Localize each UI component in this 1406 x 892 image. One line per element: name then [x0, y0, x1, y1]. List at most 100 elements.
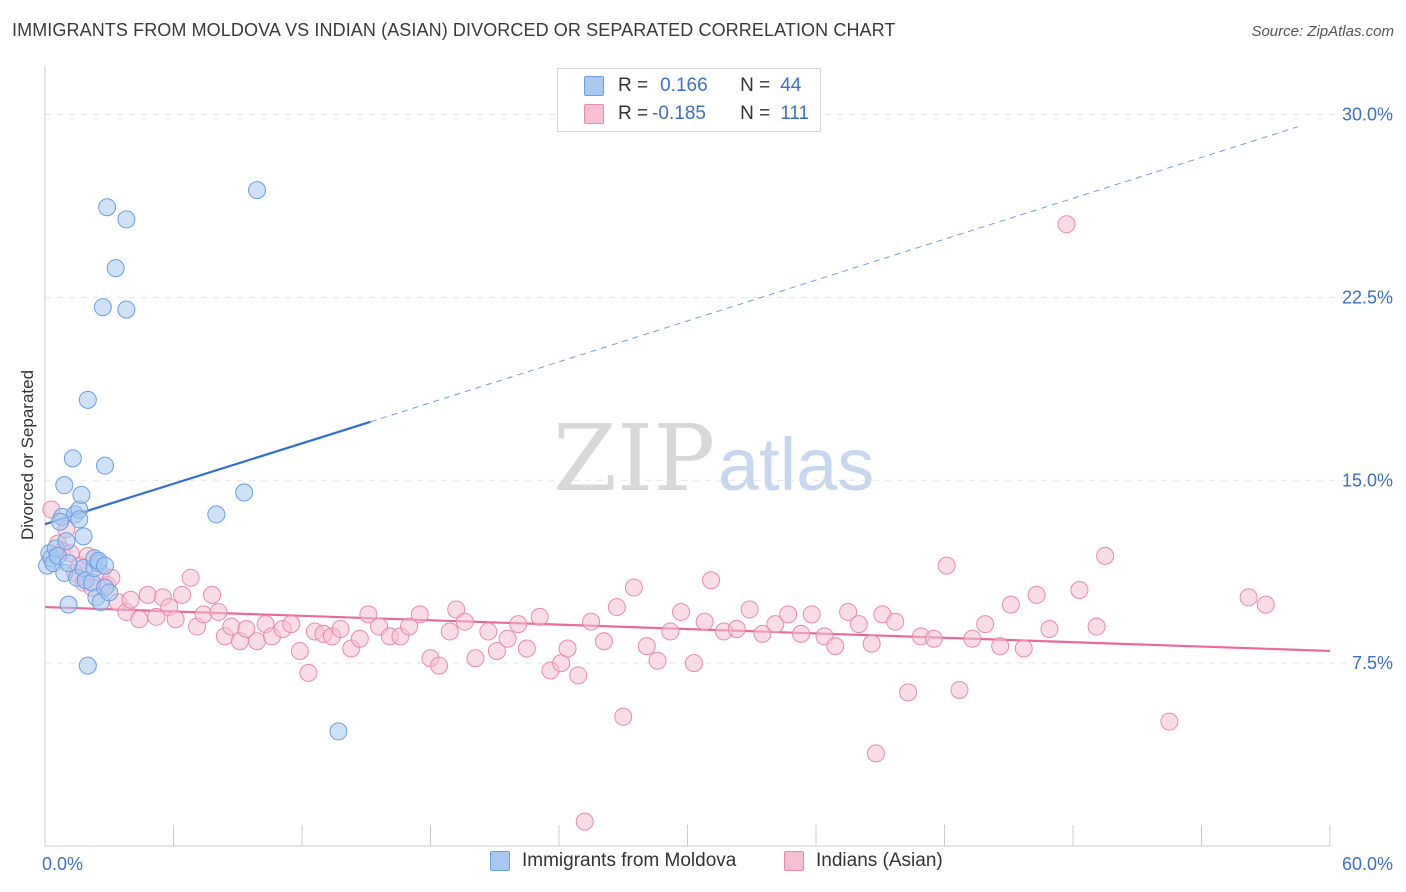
data-point-indian [558, 639, 577, 658]
legend-n-value: 44 [780, 75, 802, 96]
data-point-moldova [57, 532, 76, 551]
data-point-indian [509, 615, 528, 634]
y-tick-label: 15.0% [1342, 470, 1393, 490]
data-point-moldova [59, 595, 78, 614]
legend: R = 0.166 N = 44 R = -0.185 N = 111 [557, 68, 821, 132]
data-point-indian [826, 637, 845, 656]
data-point-moldova [50, 512, 69, 531]
data-point-indian [466, 649, 485, 668]
trend-line-moldova [44, 420, 371, 526]
legend-r-label: R = [618, 75, 649, 96]
watermark: ZIP atlas [553, 405, 874, 512]
data-point-indian [1001, 595, 1020, 614]
legend-row-moldova: R = 0.166 N = 44 [558, 72, 801, 100]
legend-r-value: 0.166 [660, 75, 708, 96]
data-point-indian [222, 617, 241, 636]
data-point-indian [575, 812, 594, 831]
data-point-moldova [329, 722, 348, 741]
data-point-indian [792, 624, 811, 643]
data-point-indian [359, 605, 378, 624]
series-indian-points [42, 215, 1275, 831]
data-point-indian [779, 605, 798, 624]
legend-row-indian: R = -0.185 N = 111 [558, 100, 809, 128]
data-point-moldova [117, 210, 136, 229]
legend-n-label: N = [740, 75, 771, 96]
data-point-indian [121, 590, 140, 609]
data-point-moldova [106, 259, 125, 278]
data-point-indian [1027, 585, 1046, 604]
data-point-indian [290, 641, 309, 660]
legend-r-label: R = [618, 103, 649, 124]
data-point-indian [753, 624, 772, 643]
data-point-indian [702, 571, 721, 590]
data-point-moldova [117, 300, 136, 319]
bottom-legend-swatch-moldova [490, 851, 510, 871]
data-point-indian [1239, 588, 1258, 607]
data-point-indian [282, 615, 301, 634]
legend-swatch-indian [584, 104, 604, 124]
data-point-moldova [59, 554, 78, 573]
data-point-indian [138, 585, 157, 604]
data-point-indian [594, 632, 613, 651]
trend-line-indian [44, 605, 1331, 653]
data-point-indian [624, 578, 643, 597]
tick-labels: 7.5% 15.0% 22.5% 30.0% 0.0% 60.0% [42, 105, 1393, 874]
data-point-indian [1070, 581, 1089, 599]
watermark-atlas: atlas [718, 423, 874, 506]
x-tick-label: 0.0% [42, 854, 83, 874]
data-point-indian [299, 663, 318, 682]
source-label: Source: ZipAtlas.com [1251, 23, 1394, 40]
y-tick-label: 7.5% [1352, 653, 1393, 673]
data-point-indian [1014, 639, 1033, 658]
data-point-indian [684, 654, 703, 673]
data-point-indian [963, 629, 982, 648]
data-point-indian [331, 620, 350, 639]
data-point-indian [530, 607, 549, 626]
data-point-moldova [248, 181, 267, 200]
data-point-indian [350, 629, 369, 648]
data-point-indian [950, 680, 969, 699]
data-point-indian [727, 620, 746, 639]
data-point-indian [661, 622, 680, 641]
data-point-indian [569, 666, 588, 685]
legend-r-value: -0.185 [652, 103, 706, 124]
data-point-moldova [98, 198, 117, 217]
data-point-indian [802, 605, 821, 624]
bottom-legend-label-moldova: Immigrants from Moldova [522, 850, 737, 871]
data-point-indian [866, 744, 885, 763]
data-point-indian [637, 637, 656, 656]
data-point-indian [455, 612, 474, 631]
data-point-indian [517, 639, 536, 658]
data-point-indian [1040, 620, 1059, 639]
bottom-legend-label-indian: Indians (Asian) [816, 850, 943, 871]
data-point-indian [487, 641, 506, 660]
data-point-indian [498, 629, 517, 648]
y-tick-label: 30.0% [1342, 105, 1393, 125]
data-point-indian [130, 610, 149, 629]
data-point-indian [991, 637, 1010, 656]
data-point-indian [400, 617, 419, 636]
data-point-moldova [63, 449, 82, 468]
data-point-indian [1057, 215, 1076, 234]
data-point-indian [209, 602, 228, 621]
data-point-indian [899, 683, 918, 702]
data-point-indian [672, 602, 691, 621]
data-point-indian [203, 585, 222, 604]
data-point-indian [976, 615, 995, 634]
data-point-indian [410, 605, 429, 624]
legend-n-value: 111 [780, 103, 810, 124]
watermark-zip: ZIP [553, 405, 715, 512]
bottom-legend-swatch-indian [784, 851, 804, 871]
data-point-moldova [72, 485, 91, 504]
data-point-indian [924, 629, 943, 648]
data-point-indian [248, 632, 267, 651]
data-point-indian [886, 612, 905, 631]
trend-lines [44, 126, 1331, 653]
bottom-legend-indian: Indians (Asian) [784, 850, 943, 872]
data-point-indian [173, 585, 192, 604]
data-point-indian [582, 612, 601, 631]
axes [44, 66, 1331, 847]
data-point-indian [766, 615, 785, 634]
legend-swatch-moldova [584, 76, 604, 96]
